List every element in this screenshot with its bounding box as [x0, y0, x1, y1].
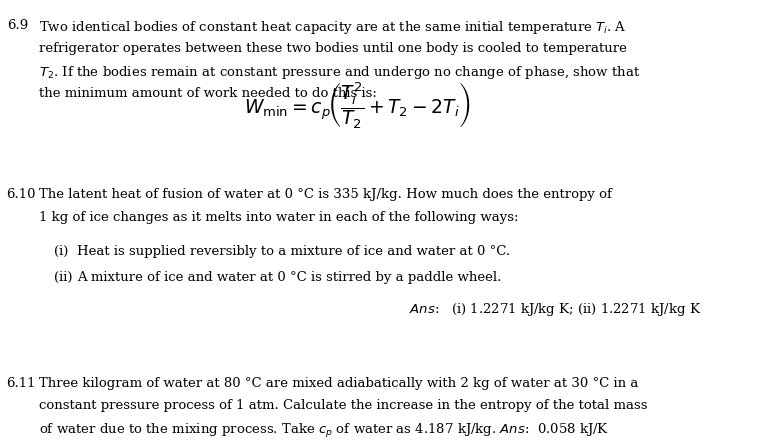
Text: 1 kg of ice changes as it melts into water in each of the following ways:: 1 kg of ice changes as it melts into wat… — [39, 211, 519, 224]
Text: Heat is supplied reversibly to a mixture of ice and water at 0 °C.: Heat is supplied reversibly to a mixture… — [77, 244, 510, 258]
Text: A mixture of ice and water at 0 °C is stirred by a paddle wheel.: A mixture of ice and water at 0 °C is st… — [77, 271, 502, 283]
Text: The latent heat of fusion of water at 0 °C is 335 kJ/kg. How much does the entro: The latent heat of fusion of water at 0 … — [39, 188, 612, 201]
Text: 6.11: 6.11 — [5, 377, 35, 389]
Text: Three kilogram of water at 80 °C are mixed adiabatically with 2 kg of water at 3: Three kilogram of water at 80 °C are mix… — [39, 377, 639, 389]
Text: 6.10: 6.10 — [5, 188, 35, 201]
Text: (i): (i) — [53, 244, 68, 258]
Text: $T_2$. If the bodies remain at constant pressure and undergo no change of phase,: $T_2$. If the bodies remain at constant … — [39, 65, 641, 81]
Text: $\mathit{Ans}$:   (i) 1.2271 kJ/kg K; (ii) 1.2271 kJ/kg K: $\mathit{Ans}$: (i) 1.2271 kJ/kg K; (ii)… — [409, 301, 701, 318]
Text: $W_{\mathrm{min}} = c_p\!\left(\dfrac{T_i^2}{T_2} + T_2 - 2T_i\right)$: $W_{\mathrm{min}} = c_p\!\left(\dfrac{T_… — [244, 81, 471, 131]
Text: the minimum amount of work needed to do this is:: the minimum amount of work needed to do … — [39, 87, 377, 100]
Text: Two identical bodies of constant heat capacity are at the same initial temperatu: Two identical bodies of constant heat ca… — [39, 19, 627, 37]
Text: refrigerator operates between these two bodies until one body is cooled to tempe: refrigerator operates between these two … — [39, 42, 627, 55]
Text: 6.9: 6.9 — [7, 19, 28, 32]
Text: of water due to the mixing process. Take $c_p$ of water as 4.187 kJ/kg. $\mathit: of water due to the mixing process. Take… — [39, 422, 610, 440]
Text: (ii): (ii) — [53, 271, 72, 283]
Text: constant pressure process of 1 atm. Calculate the increase in the entropy of the: constant pressure process of 1 atm. Calc… — [39, 399, 648, 412]
